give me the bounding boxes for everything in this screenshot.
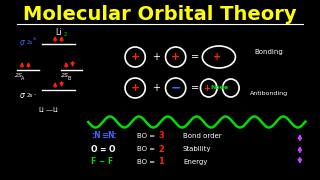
Text: Antibonding: Antibonding [250,91,288,96]
Text: 2s: 2s [26,39,33,44]
Text: Li: Li [39,107,44,113]
Text: σ: σ [20,91,24,100]
Text: ≡: ≡ [101,132,108,141]
Text: +: + [171,52,180,62]
Text: +: + [213,52,221,62]
Text: BO =: BO = [137,133,155,139]
Text: Molecular Orbital Theory: Molecular Orbital Theory [23,4,297,24]
Text: +: + [131,52,140,62]
Text: B: B [67,75,70,80]
Text: 2s: 2s [26,93,33,98]
Text: Li: Li [55,28,62,37]
Text: BO =: BO = [137,146,155,152]
Text: 2: 2 [158,145,164,154]
Text: +: + [204,84,211,93]
Text: +: + [152,52,160,62]
Text: Bonding: Bonding [255,49,284,55]
Text: 3: 3 [158,132,164,141]
Text: 2S: 2S [15,73,23,78]
Text: Bond order: Bond order [183,133,222,139]
Text: .: . [33,90,35,96]
Text: :N: :N [91,132,100,141]
Text: 2S: 2S [61,73,69,78]
Text: O = O: O = O [91,145,116,154]
Text: —: — [46,107,53,113]
Text: −: − [170,82,181,94]
Text: Stability: Stability [183,146,212,152]
Text: 2: 2 [63,31,67,37]
Text: Li: Li [52,107,58,113]
Text: BO =: BO = [137,159,155,165]
Text: σ: σ [20,37,24,46]
Text: F − F: F − F [91,158,113,166]
Text: +: + [131,83,140,93]
Text: =: = [191,83,199,93]
Text: =: = [191,52,199,62]
Text: +: + [152,83,160,93]
Text: N:: N: [108,132,117,141]
Text: 1: 1 [158,158,164,166]
Text: Node: Node [211,84,229,89]
Text: A: A [21,75,24,80]
Text: *: * [33,37,36,43]
Text: Energy: Energy [183,159,207,165]
